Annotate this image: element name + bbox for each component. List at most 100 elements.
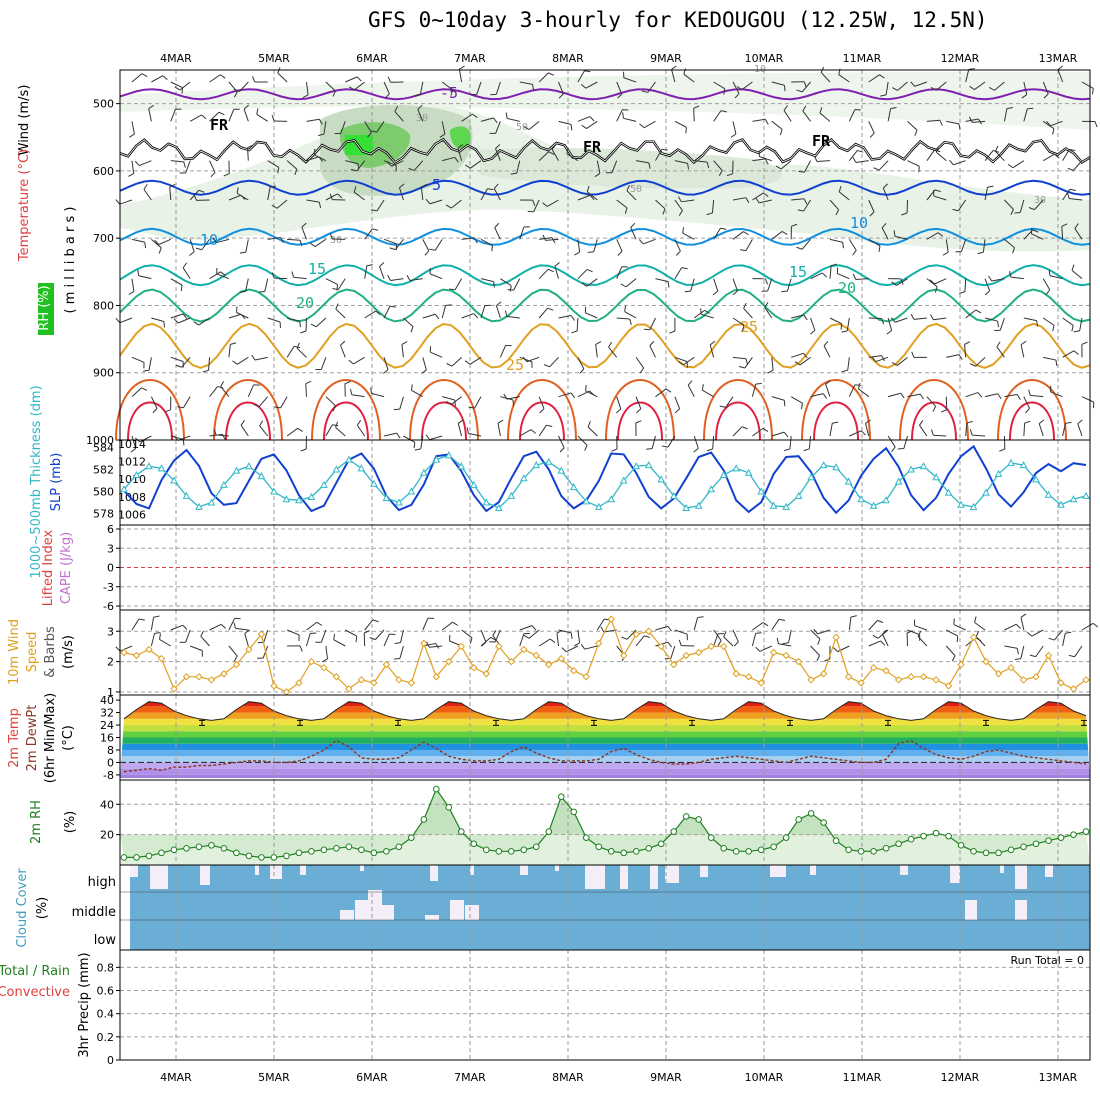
wind-barb: [209, 386, 218, 397]
wind-barb-flag: [202, 369, 209, 373]
wind-barb-flag: [386, 161, 393, 167]
wind-barb-flag: [252, 76, 256, 83]
wind-barb: [771, 231, 783, 240]
wind-barb-flag: [723, 88, 726, 95]
wind-barb-flag: [841, 369, 848, 373]
contour-label: 50: [630, 184, 642, 195]
wind-barb-flag: [115, 317, 121, 324]
cloud-high-block: [270, 865, 282, 879]
rh-point: [570, 808, 578, 816]
wind-barb: [1050, 120, 1063, 127]
thickness-point: [657, 475, 666, 483]
wind-barb-flag: [952, 208, 959, 212]
temp-contour-25: [119, 322, 1091, 369]
wind-barb-flag: [509, 285, 512, 292]
wind-barb-flag: [152, 408, 158, 414]
x-tick-label-bottom: 8MAR: [552, 1071, 584, 1084]
wind-barb: [182, 267, 191, 279]
wind-barb-flag: [600, 626, 605, 633]
wind-barb: [364, 265, 368, 279]
wind-barb: [764, 306, 773, 319]
wind-barb-flag: [240, 419, 245, 426]
wind-barb: [875, 356, 889, 363]
wind-barb: [829, 199, 839, 211]
wind-barb-flag: [335, 303, 339, 310]
wind-barb-flag: [764, 301, 769, 308]
wind-barb: [468, 432, 482, 437]
wind-barb: [577, 269, 588, 280]
x-tick-label-top: 4MAR: [160, 52, 192, 65]
cloud-level-label: low: [94, 933, 117, 948]
wind-barb: [1012, 160, 1025, 169]
wind-barb: [975, 356, 986, 367]
wind-barb: [1035, 645, 1044, 657]
wind-barb: [549, 356, 559, 368]
wind-barb: [674, 239, 681, 252]
rh-point: [1045, 837, 1052, 845]
wind-barb: [771, 357, 774, 371]
wind-barb: [1019, 199, 1025, 213]
cloud-high-block: [620, 865, 628, 889]
wind-barb: [539, 237, 553, 240]
wind-barb-flag: [667, 626, 672, 632]
wind-barb-flag: [911, 351, 915, 358]
wind-barb-flag: [399, 183, 405, 189]
wind-speed-point: [345, 685, 353, 693]
wind-barb: [267, 187, 271, 201]
wind-barb: [356, 160, 366, 172]
wind-barb-flag: [232, 360, 238, 365]
wind-speed-point: [1019, 676, 1028, 684]
wind-barb: [965, 309, 977, 319]
thickness-point: [907, 465, 915, 473]
rh-point: [420, 816, 428, 823]
wind-barb: [616, 266, 623, 279]
wind-barb: [808, 435, 812, 449]
cloud-level-label: middle: [72, 905, 116, 920]
wind-barb: [624, 311, 637, 319]
wind-barb: [713, 81, 726, 90]
wind-barb-flag: [977, 251, 984, 255]
wind-barb: [413, 160, 424, 171]
wind-barb: [674, 396, 681, 409]
wind-barb: [237, 356, 249, 365]
thickness-point: [307, 492, 316, 500]
wind-barb: [305, 383, 307, 397]
wind-barb-flag: [1028, 207, 1035, 211]
rh-point: [682, 813, 690, 820]
cloud-high-block: [810, 865, 816, 875]
wind-barb-flag: [236, 187, 239, 194]
thickness-point: [957, 500, 965, 508]
contour-label: -5: [440, 84, 458, 102]
wind-barb-flag: [850, 615, 857, 618]
thickness-point: [420, 468, 428, 476]
wind-barb-flag: [532, 199, 536, 206]
wind-barb-flag: [1008, 271, 1012, 278]
wind-barb: [751, 383, 757, 397]
wind-barb-flag: [554, 262, 560, 267]
wind-barb-flag: [796, 246, 803, 250]
wind-barb-flag: [906, 630, 913, 634]
wind-speed-point: [270, 682, 278, 690]
rh-area-20: [120, 789, 1090, 858]
wind-barb: [150, 617, 155, 631]
wind-barb-flag: [869, 211, 875, 217]
wind-barb: [383, 432, 397, 437]
rh-point: [520, 846, 528, 854]
y-tick-label-left: 580: [93, 486, 114, 499]
panel-frame: [119, 949, 1091, 1061]
wind-barb: [441, 305, 447, 319]
wind-barb: [991, 278, 1005, 282]
wind-speed-point: [570, 667, 578, 675]
wind-barb: [732, 197, 746, 201]
wind-barb: [403, 435, 416, 443]
thickness-point: [519, 474, 528, 482]
wind-barb-flag: [410, 384, 413, 391]
wind-barb: [810, 272, 823, 280]
wind-barb-flag: [570, 392, 576, 398]
wind-barb: [919, 425, 928, 437]
rh-point: [395, 843, 403, 851]
wind-barb: [228, 645, 238, 657]
wind-barb-flag: [796, 89, 803, 93]
wind-barb-flag: [661, 148, 668, 151]
